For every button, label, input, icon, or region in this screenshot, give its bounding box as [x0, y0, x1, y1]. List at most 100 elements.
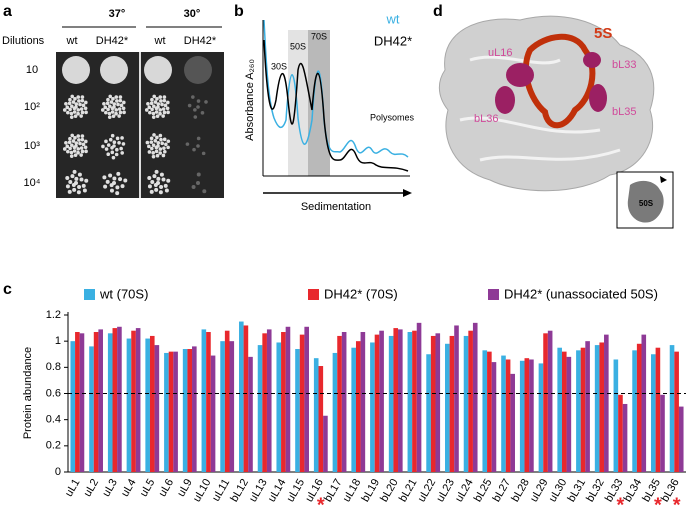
colony: [115, 185, 120, 190]
wt-profile: [263, 19, 409, 158]
colony: [154, 110, 159, 114]
colony: [117, 114, 121, 118]
colony: [107, 111, 112, 116]
colony: [116, 171, 121, 176]
bar: [224, 330, 230, 472]
colony: [108, 137, 113, 142]
colony: [62, 147, 67, 151]
bar: [257, 345, 263, 472]
temperature: 37°: [109, 8, 126, 20]
colony: [108, 173, 113, 178]
colony: [158, 147, 163, 151]
colony: [83, 145, 88, 150]
bar: [426, 354, 431, 472]
colony: [118, 98, 123, 103]
x-tick-label: uL4: [119, 477, 139, 499]
bar: [318, 366, 324, 472]
colony: [84, 178, 89, 183]
colony: [160, 141, 165, 146]
bar: [295, 349, 300, 472]
colony: [79, 107, 84, 111]
bar: [131, 330, 136, 472]
bar: [636, 343, 642, 472]
bar: [449, 335, 455, 472]
colony: [79, 146, 84, 150]
bar: [145, 338, 150, 472]
bar: [89, 346, 94, 472]
colony: [159, 185, 164, 190]
colony: [111, 155, 116, 160]
colony: [119, 146, 123, 151]
colony: [158, 133, 163, 138]
colony: [74, 141, 79, 145]
bar: [117, 326, 122, 472]
protein-label: bL33: [612, 59, 636, 71]
colony: [196, 144, 200, 148]
dilution: 10³: [24, 140, 40, 152]
colony: [123, 178, 128, 183]
colony: [154, 145, 159, 150]
colony: [111, 114, 116, 119]
protein-label: bL35: [612, 106, 636, 118]
colony: [83, 106, 88, 111]
colony: [149, 189, 154, 194]
colony: [162, 98, 167, 103]
bar: [135, 328, 141, 472]
bar: [206, 332, 211, 472]
colony: [72, 187, 77, 192]
colony: [69, 115, 74, 119]
x-tick-label: uL29: [528, 477, 551, 504]
temperature: 30°: [184, 8, 201, 20]
rrna-label: 5S: [594, 25, 612, 42]
colony: [114, 111, 118, 116]
arrow-head: [403, 189, 412, 197]
colony: [151, 111, 156, 116]
x-tick-label: uL30: [547, 477, 570, 504]
colony: [101, 144, 105, 149]
colony: [73, 136, 77, 140]
bar: [112, 328, 118, 472]
spots: [62, 56, 212, 196]
colony: [155, 135, 159, 140]
colony: [78, 102, 82, 107]
colony: [76, 108, 81, 112]
bar: [613, 359, 619, 472]
x-tick-label: bL19: [359, 477, 382, 504]
bar: [93, 332, 99, 472]
colony: [65, 184, 70, 189]
bar: [220, 341, 225, 472]
colony: [68, 107, 72, 112]
dilution: 10⁴: [24, 177, 41, 189]
colony: [72, 145, 77, 150]
peak-label: 50S: [290, 41, 306, 51]
colony: [100, 108, 105, 112]
bar: [201, 329, 207, 472]
colony: [149, 140, 154, 144]
peak-label: Polysomes: [370, 112, 415, 122]
bar: [538, 363, 544, 472]
colony: [155, 97, 159, 101]
dilutions-label: Dilutions: [2, 35, 45, 47]
colony: [166, 139, 171, 144]
bar: [594, 345, 600, 472]
bar: [379, 330, 384, 472]
bar: [557, 347, 562, 472]
legend-swatch: [308, 289, 319, 300]
shade: [288, 30, 308, 176]
colony: [102, 175, 107, 180]
colony: [153, 100, 158, 104]
y-tick-label: 0: [55, 466, 61, 478]
bar: [285, 326, 291, 472]
colony: [115, 147, 119, 152]
bar: [482, 350, 488, 472]
x-tick-label: bL17: [322, 477, 345, 504]
colony: [115, 99, 119, 103]
colony: [117, 140, 121, 145]
colony: [162, 95, 167, 99]
significance-mark: *: [654, 494, 662, 513]
rrna-5s: [523, 33, 596, 129]
legend-label: DH42* (70S): [324, 286, 398, 301]
spot: [62, 56, 90, 84]
colony: [77, 138, 81, 142]
colony: [81, 183, 86, 188]
